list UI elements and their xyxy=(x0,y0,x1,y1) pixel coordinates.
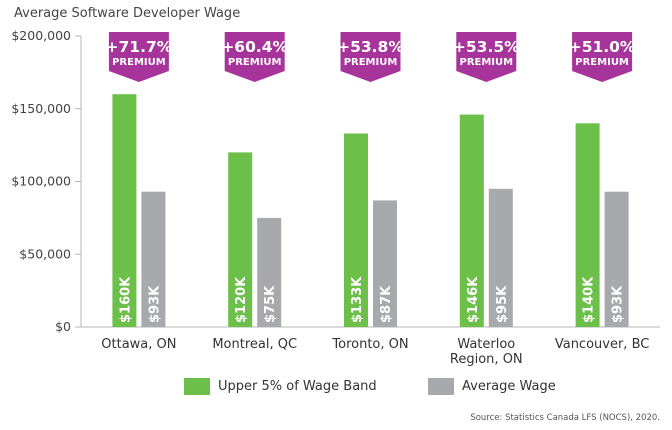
bar-label-upper: $120K xyxy=(234,276,249,323)
legend-item-average: Average Wage xyxy=(428,378,556,395)
bar-label-upper: $146K xyxy=(466,276,481,323)
x-category-label: Ottawa, ON xyxy=(101,337,176,352)
premium-label: PREMIUM xyxy=(344,57,398,68)
legend-label-average: Average Wage xyxy=(462,379,556,394)
y-tick-label: $100,000 xyxy=(11,174,71,189)
premium-percent: +71.7% xyxy=(106,38,173,56)
bar-upper xyxy=(112,94,137,327)
bar-average xyxy=(373,200,397,327)
chart-title: Average Software Developer Wage xyxy=(14,6,241,21)
premium-banner xyxy=(456,32,517,82)
y-tick-label: $0 xyxy=(55,319,71,334)
bar-upper xyxy=(575,123,600,327)
premium-label: PREMIUM xyxy=(228,57,282,68)
y-tick-label: $200,000 xyxy=(11,28,71,43)
premium-percent: +53.8% xyxy=(337,38,404,56)
bar-label-upper: $160K xyxy=(118,276,133,323)
y-tick-label: $150,000 xyxy=(11,101,71,116)
bar-average xyxy=(488,188,513,327)
legend-label-upper: Upper 5% of Wage Band xyxy=(218,379,377,394)
x-category-label: Region, ON xyxy=(450,352,523,367)
x-category-label: Vancouver, BC xyxy=(555,337,650,352)
premium-banner xyxy=(108,32,169,82)
premium-percent: +60.4% xyxy=(221,38,288,56)
legend-swatch-upper xyxy=(184,378,210,395)
premium-banner xyxy=(340,32,401,82)
y-tick-label: $50,000 xyxy=(19,246,71,261)
premium-label: PREMIUM xyxy=(112,57,166,68)
premium-percent: +51.0% xyxy=(569,38,636,56)
bar-label-average: $93K xyxy=(147,285,162,323)
x-category-label: Toronto, ON xyxy=(331,337,408,352)
bar-chart: $0 $50,000 $100,000 $150,000 $200,000 $160K $9… xyxy=(11,28,660,367)
x-category-label: Montreal, QC xyxy=(212,337,297,352)
premium-label: PREMIUM xyxy=(575,57,629,68)
bar-label-average: $75K xyxy=(263,285,278,323)
source-note: Source: Statistics Canada LFS (NOCS), 20… xyxy=(470,413,660,423)
legend: Upper 5% of Wage Band Average Wage xyxy=(0,378,672,400)
bar-average xyxy=(257,217,282,327)
bar-upper xyxy=(344,133,368,327)
premium-percent: +53.5% xyxy=(453,38,520,56)
premium-banner xyxy=(224,32,285,82)
bar-upper xyxy=(459,114,484,327)
bar-label-average: $95K xyxy=(495,285,510,323)
bar-average xyxy=(604,191,629,327)
premium-label: PREMIUM xyxy=(459,57,513,68)
x-category-label: Waterloo xyxy=(457,337,515,352)
bar-label-upper: $133K xyxy=(350,276,365,323)
bar-average xyxy=(141,191,166,327)
bar-label-average: $87K xyxy=(379,285,394,323)
bar-label-average: $93K xyxy=(611,285,626,323)
bar-upper xyxy=(228,152,253,327)
premium-banner xyxy=(572,32,633,82)
legend-swatch-average xyxy=(428,378,454,395)
bar-label-upper: $140K xyxy=(582,276,597,323)
legend-item-upper: Upper 5% of Wage Band xyxy=(184,378,377,395)
